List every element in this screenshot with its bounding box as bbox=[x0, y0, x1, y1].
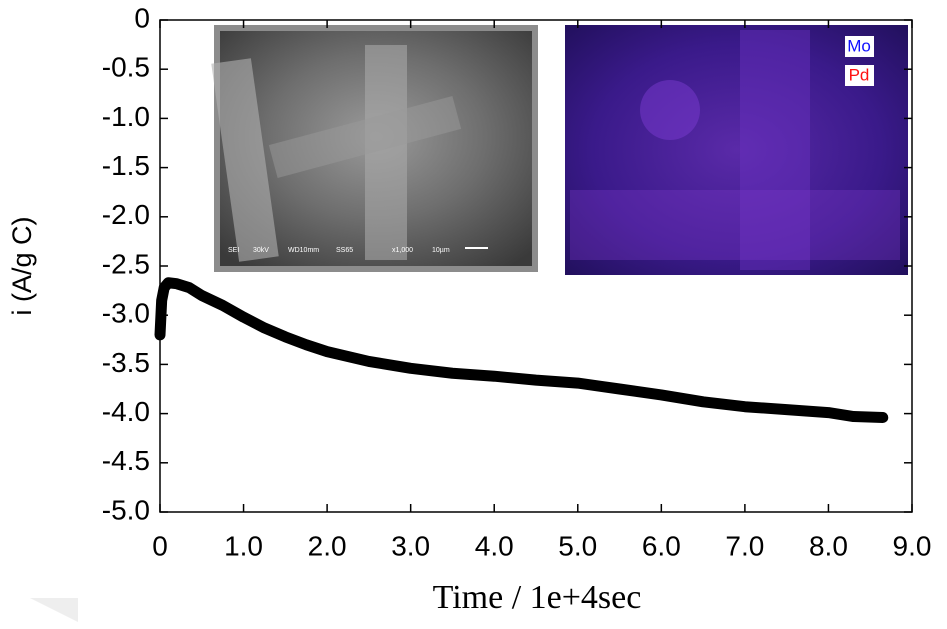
sem-caption: 30kV bbox=[253, 247, 269, 254]
x-tick-label: 4.0 bbox=[475, 530, 514, 561]
sem-crystal bbox=[211, 58, 279, 262]
y-tick-label: -2.0 bbox=[102, 199, 150, 230]
map-region bbox=[640, 80, 700, 140]
sem-caption: x1,000 bbox=[392, 247, 413, 254]
sem-caption: SEI bbox=[228, 247, 239, 254]
y-tick-label: -1.5 bbox=[102, 150, 150, 181]
x-axis-label: Time / 1e+4sec bbox=[433, 579, 642, 616]
map-region bbox=[570, 190, 900, 260]
sem-inset: SEI 30kV WD10mm SS65 x1,000 10µm bbox=[211, 25, 538, 272]
legend-box bbox=[845, 65, 874, 86]
y-tick-label: 0 bbox=[134, 2, 150, 33]
legend-label: Mo bbox=[847, 36, 871, 55]
y-tick-label: -1.0 bbox=[102, 101, 150, 132]
y-tick-label: -5.0 bbox=[102, 494, 150, 525]
sem-caption: WD10mm bbox=[288, 247, 319, 254]
sem-caption: 10µm bbox=[432, 247, 450, 254]
corner-mark bbox=[30, 598, 78, 622]
y-tick-label: -4.0 bbox=[102, 396, 150, 427]
y-tick-label: -2.5 bbox=[102, 248, 150, 279]
sem-caption: SS65 bbox=[336, 247, 353, 254]
x-tick-label: 5.0 bbox=[558, 530, 597, 561]
map-inset bbox=[565, 25, 908, 275]
y-tick-label: -0.5 bbox=[102, 52, 150, 83]
y-axis-label: i (A/g C) bbox=[7, 216, 37, 315]
x-tick-label: 9.0 bbox=[893, 530, 932, 561]
x-tick-label: 0 bbox=[152, 530, 168, 561]
map-region bbox=[740, 30, 810, 270]
legend-box bbox=[845, 36, 874, 57]
x-tick-label: 1.0 bbox=[224, 530, 263, 561]
legend-label: Pd bbox=[849, 65, 870, 84]
x-tick-label: 3.0 bbox=[391, 530, 430, 561]
sem-crystal bbox=[268, 95, 462, 179]
y-tick-label: -4.5 bbox=[102, 445, 150, 476]
y-tick-label: -3.5 bbox=[102, 347, 150, 378]
x-tick-label: 6.0 bbox=[642, 530, 681, 561]
x-tick-label: 7.0 bbox=[725, 530, 764, 561]
x-tick-label: 2.0 bbox=[308, 530, 347, 561]
y-tick-label: -3.0 bbox=[102, 298, 150, 329]
data-line bbox=[154, 277, 889, 424]
x-tick-label: 8.0 bbox=[809, 530, 848, 561]
